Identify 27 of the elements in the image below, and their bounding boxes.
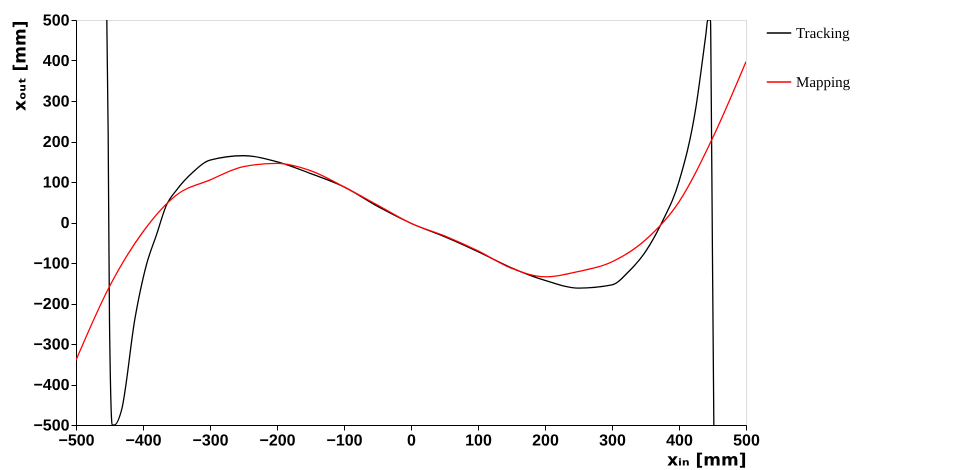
y-tick-label: −400 xyxy=(33,377,70,394)
x-tick-label: 300 xyxy=(599,432,626,450)
y-tick-label: 100 xyxy=(42,174,70,192)
y-tick-label: 400 xyxy=(42,53,70,70)
x-tick-label: −500 xyxy=(58,432,95,450)
y-tick-label: −200 xyxy=(33,296,70,313)
x-tick-label: 100 xyxy=(465,432,492,450)
x-tick-label: −200 xyxy=(259,432,296,450)
x-tick-label: 0 xyxy=(407,432,416,450)
x-tick-label: −400 xyxy=(125,432,162,450)
x-tick-label: −100 xyxy=(326,432,363,450)
x-axis-title: xᵢₙ [mm] xyxy=(667,450,746,470)
x-tick-label: 500 xyxy=(733,432,760,450)
x-tick-label: 400 xyxy=(666,432,693,450)
line-series xyxy=(76,61,746,361)
x-tick-label: −300 xyxy=(192,432,229,450)
y-tick-label: −300 xyxy=(33,336,70,354)
x-tick-label: 200 xyxy=(532,432,559,450)
y-tick-label: 0 xyxy=(60,215,70,232)
y-tick-label: 200 xyxy=(42,134,70,151)
y-tick-label: −500 xyxy=(33,418,70,434)
y-tick-label: 300 xyxy=(42,94,70,110)
legend-label: Tracking xyxy=(796,26,850,42)
legend-label: Mapping xyxy=(796,75,851,91)
y-tick-label: 500 xyxy=(42,12,70,30)
y-tick-label: −100 xyxy=(33,256,70,272)
y-axis-title: xₒᵤₜ [mm] xyxy=(10,20,30,111)
